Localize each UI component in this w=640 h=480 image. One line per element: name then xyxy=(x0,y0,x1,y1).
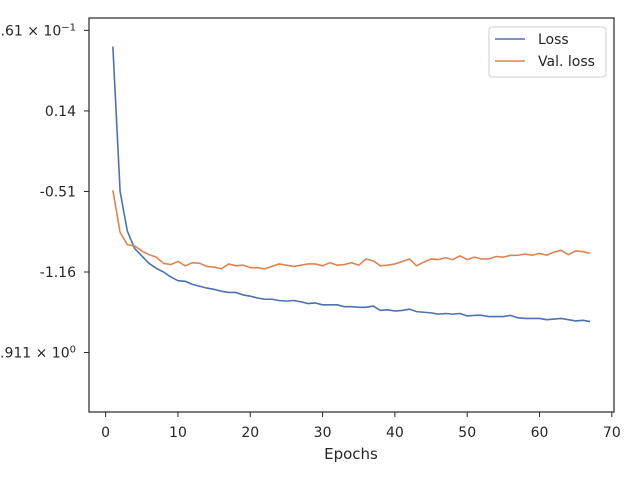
series-line-val-loss xyxy=(112,190,591,270)
series-line-loss xyxy=(112,46,591,323)
x-axis-title: Epochs xyxy=(324,445,378,463)
x-tick-label: 50 xyxy=(458,425,476,441)
plot-frame xyxy=(88,17,615,413)
x-tick-label: 20 xyxy=(241,425,259,441)
y-tick-label: -0.51 xyxy=(40,184,76,200)
x-tick-label: 0 xyxy=(101,425,110,441)
legend-label: Loss xyxy=(538,32,569,48)
x-tick-label: 70 xyxy=(603,425,621,441)
y-tick-label: -1.16 xyxy=(40,265,76,281)
x-tick-label: 10 xyxy=(169,425,187,441)
series-layer xyxy=(112,46,591,323)
y-tick-label: 4.911 × 100 xyxy=(0,344,76,362)
x-tick-label: 60 xyxy=(531,425,549,441)
y-tick-label: 6.61 × 10−1 xyxy=(0,22,76,40)
y-tick-label: 0.14 xyxy=(45,104,76,120)
x-axis-ticks: 0 10 20 30 40 50 60 70 xyxy=(101,412,621,441)
x-tick-label: 40 xyxy=(386,425,404,441)
legend: Loss Val. loss xyxy=(488,26,607,78)
plot-area xyxy=(88,17,615,413)
legend-label: Val. loss xyxy=(538,54,595,70)
x-tick-label: 30 xyxy=(314,425,332,441)
y-axis-ticks: 6.61 × 10−1 0.14 -0.51 -1.16 4.911 × 100 xyxy=(0,22,89,362)
